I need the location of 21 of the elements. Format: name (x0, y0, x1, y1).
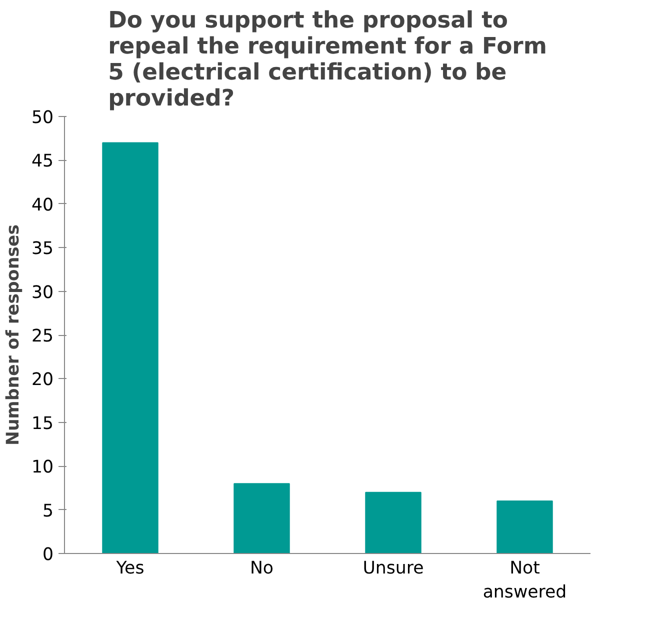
y-tick-label: 50 (31, 108, 54, 128)
y-tick-label: 10 (31, 458, 54, 478)
y-tick-label: 0 (42, 545, 54, 565)
y-tick-label: 15 (31, 414, 54, 434)
bar (365, 492, 422, 554)
chart-title: Do you support the proposal to repeal the requirement for a Form 5 (electrical certification) to be provided? (108, 8, 547, 112)
y-tick-label: 40 (31, 195, 54, 216)
x-tick-label: Unsure (362, 558, 424, 578)
y-tick-label: 20 (31, 370, 54, 390)
bar (496, 500, 553, 554)
bar (102, 142, 158, 554)
x-tick-label: No (250, 558, 274, 578)
y-tick-label: 5 (42, 501, 54, 522)
x-tick-label: Not answered (482, 558, 567, 602)
y-tick-label: 30 (31, 282, 54, 303)
y-tick-label: 45 (31, 152, 54, 172)
y-tick-label: 35 (31, 239, 54, 260)
y-tick-label: 25 (31, 326, 54, 346)
x-tick-label: Yes (115, 558, 144, 578)
bar (234, 483, 290, 554)
y-axis-title: Numbner of responses (3, 224, 24, 446)
